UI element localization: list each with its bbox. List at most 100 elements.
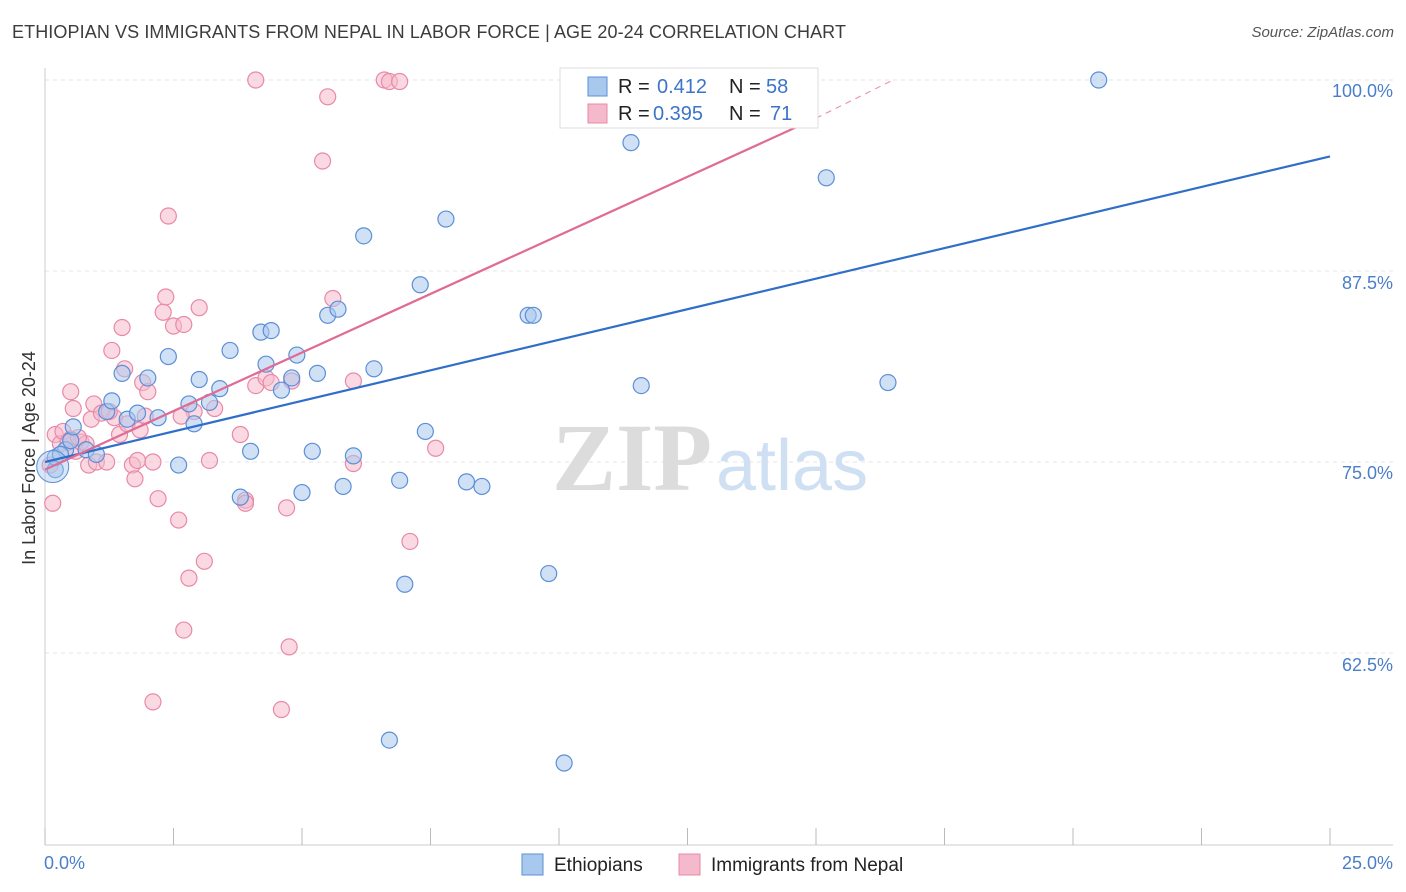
data-point bbox=[540, 564, 558, 583]
data-point bbox=[411, 276, 429, 294]
y-tick-label: 100.0% bbox=[1332, 81, 1393, 101]
data-point bbox=[190, 370, 208, 389]
data-point bbox=[113, 364, 131, 382]
data-point bbox=[159, 207, 177, 225]
data-point bbox=[473, 477, 491, 496]
data-point bbox=[555, 754, 573, 772]
trend-lines bbox=[44, 79, 1331, 471]
data-point bbox=[524, 306, 542, 324]
data-point bbox=[113, 318, 131, 337]
chart-title: ETHIOPIAN VS IMMIGRANTS FROM NEPAL IN LA… bbox=[12, 22, 847, 42]
data-point bbox=[170, 456, 188, 474]
data-point bbox=[200, 451, 219, 470]
data-point bbox=[313, 152, 332, 170]
legend-pink-r-value: 0.395 bbox=[653, 103, 703, 125]
data-point bbox=[242, 442, 260, 460]
axes bbox=[44, 68, 1393, 846]
data-point bbox=[396, 575, 414, 593]
bottom-legend-blue-swatch bbox=[521, 853, 544, 876]
data-point bbox=[175, 621, 193, 639]
x-tick-labels: 0.0% 25.0% bbox=[44, 853, 1393, 873]
data-point bbox=[159, 347, 177, 366]
data-point bbox=[401, 532, 419, 551]
y-tick-label: 75.0% bbox=[1342, 463, 1393, 483]
data-point bbox=[283, 369, 301, 387]
data-point bbox=[247, 71, 265, 89]
data-point bbox=[879, 373, 897, 392]
data-point bbox=[272, 381, 291, 399]
data-point bbox=[190, 299, 208, 317]
data-point bbox=[144, 453, 162, 471]
data-point bbox=[144, 693, 162, 711]
data-point bbox=[334, 477, 352, 496]
data-point bbox=[427, 439, 445, 457]
data-point bbox=[149, 490, 167, 508]
data-point bbox=[380, 731, 398, 749]
data-point bbox=[231, 425, 249, 444]
y-tick-label: 87.5% bbox=[1342, 273, 1393, 293]
legend-pink-r-label: R = bbox=[618, 103, 650, 125]
legend-pink-n-value: 71 bbox=[770, 103, 792, 125]
bottom-legend-pink-label: Immigrants from Nepal bbox=[711, 855, 903, 876]
data-point bbox=[817, 169, 835, 187]
trend-line-ethiopians bbox=[44, 155, 1331, 464]
data-point bbox=[277, 499, 296, 517]
data-point bbox=[293, 483, 311, 502]
watermark-atlas: atlas bbox=[716, 426, 868, 506]
data-point bbox=[185, 415, 203, 433]
data-point bbox=[62, 383, 80, 401]
trend-line-nepal bbox=[44, 117, 817, 471]
data-point bbox=[262, 321, 280, 340]
series-legend: Ethiopians Immigrants from Nepal bbox=[521, 853, 903, 876]
bottom-legend-pink-swatch bbox=[678, 853, 701, 876]
trend-line-nepal-extension bbox=[815, 79, 894, 119]
x-tick-label: 0.0% bbox=[44, 853, 85, 873]
data-point bbox=[139, 369, 157, 387]
data-point bbox=[154, 303, 172, 321]
data-point bbox=[170, 511, 188, 529]
data-point bbox=[622, 134, 640, 152]
data-point bbox=[355, 227, 373, 245]
data-point bbox=[319, 88, 337, 106]
data-point bbox=[457, 473, 476, 491]
data-point bbox=[437, 210, 455, 228]
legend-blue-n-value: 58 bbox=[766, 76, 788, 98]
x-tick-label: 25.0% bbox=[1342, 853, 1393, 873]
data-point bbox=[272, 700, 291, 719]
watermark-zip: ZIP bbox=[552, 404, 712, 511]
data-point bbox=[195, 552, 213, 570]
source-label: Source: ZipAtlas.com bbox=[1251, 24, 1394, 41]
data-point bbox=[231, 488, 249, 506]
data-point bbox=[632, 377, 650, 395]
data-point bbox=[344, 447, 362, 465]
data-point bbox=[391, 72, 409, 91]
data-point bbox=[416, 422, 434, 441]
data-point bbox=[44, 494, 62, 512]
data-point bbox=[128, 451, 147, 470]
data-point bbox=[1090, 71, 1108, 89]
data-point bbox=[64, 399, 82, 418]
legend-blue-swatch bbox=[587, 76, 608, 97]
data-point bbox=[128, 404, 147, 422]
data-point bbox=[103, 341, 121, 360]
legend-blue-r-label: R = bbox=[618, 76, 650, 98]
data-point bbox=[64, 418, 82, 436]
data-point bbox=[280, 638, 298, 656]
data-point bbox=[365, 360, 383, 378]
data-point bbox=[211, 380, 229, 398]
y-tick-label: 62.5% bbox=[1342, 655, 1393, 675]
grid-lines bbox=[45, 79, 1393, 654]
data-point bbox=[103, 392, 121, 410]
legend-pink-n-label: N = bbox=[729, 103, 761, 125]
data-point bbox=[180, 569, 198, 587]
y-axis-label: In Labor Force | Age 20-24 bbox=[19, 351, 39, 565]
data-point bbox=[157, 288, 175, 306]
data-point bbox=[126, 470, 144, 488]
data-point bbox=[303, 442, 321, 460]
y-tick-labels: 62.5% 75.0% 87.5% 100.0% bbox=[1332, 81, 1393, 675]
bottom-legend-blue-label: Ethiopians bbox=[554, 855, 643, 876]
data-point bbox=[221, 341, 239, 360]
data-point bbox=[175, 315, 193, 334]
series-nepal-points bbox=[41, 71, 445, 719]
